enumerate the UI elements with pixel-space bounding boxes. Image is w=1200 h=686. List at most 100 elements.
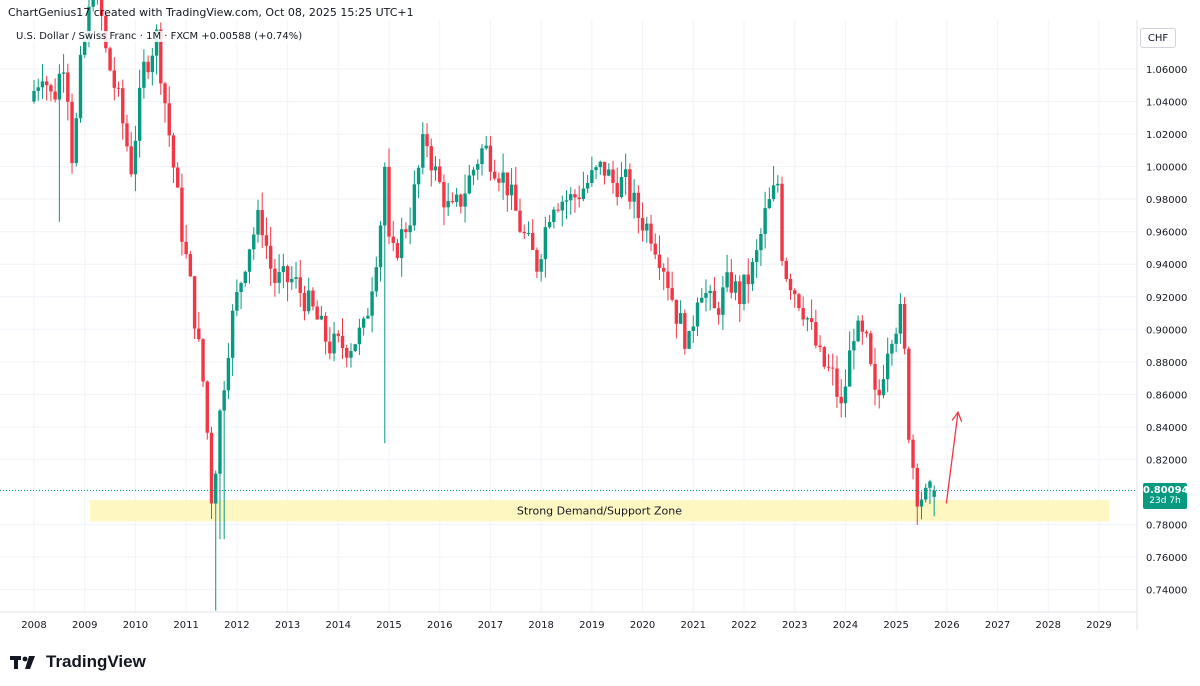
candle-up — [239, 283, 243, 292]
candle-down — [640, 217, 645, 231]
candle-up — [607, 169, 611, 176]
y-tick-label: 0.98000 — [1146, 195, 1187, 206]
candle-up — [547, 222, 552, 228]
candle-up — [399, 229, 404, 259]
candle-up — [235, 291, 239, 311]
candle-down — [615, 182, 619, 198]
candle-up — [623, 169, 628, 178]
candle-up — [133, 140, 138, 175]
candle-down — [657, 254, 662, 268]
x-tick-label: 2017 — [478, 620, 503, 631]
candle-up — [214, 473, 218, 504]
candle-up — [307, 290, 311, 312]
candle-up — [852, 341, 856, 351]
candle-up — [919, 499, 924, 507]
x-tick-label: 2018 — [528, 620, 553, 631]
candle-down — [746, 274, 750, 285]
candle-up — [560, 201, 564, 211]
candle-down — [442, 181, 446, 208]
candle-up — [708, 290, 712, 294]
candle-up — [759, 233, 763, 251]
candle-up — [881, 379, 886, 396]
y-tick-label: 1.00000 — [1146, 163, 1187, 174]
candle-up — [243, 271, 248, 284]
candle-up — [408, 225, 412, 233]
currency-button[interactable]: CHF — [1140, 28, 1176, 48]
candle-up — [476, 164, 480, 170]
current-price-value: 0.80094 — [1143, 485, 1189, 496]
candle-up — [78, 54, 83, 119]
candle-down — [116, 87, 121, 89]
candle-up — [281, 266, 286, 273]
candle-down — [311, 290, 315, 307]
candle-up — [36, 87, 40, 91]
time-axis: 2008 2009 2010 2011 2012 2013 2014 2015 2016 2017… — [0, 611, 1137, 631]
y-tick-label: 0.94000 — [1146, 260, 1187, 271]
candle-down — [488, 145, 493, 172]
y-tick-label: 1.04000 — [1146, 98, 1187, 109]
candle-down — [302, 292, 307, 312]
candle-down — [315, 306, 319, 320]
candle-down — [915, 467, 919, 507]
x-tick-label: 2010 — [123, 620, 148, 631]
candle-up — [632, 192, 636, 202]
candle-up — [32, 90, 36, 102]
y-tick-label: 0.84000 — [1146, 423, 1187, 434]
x-tick-label: 2012 — [224, 620, 249, 631]
arrow-head — [951, 410, 963, 422]
candle-down — [125, 123, 129, 147]
x-tick-label: 2026 — [934, 620, 959, 631]
candle-up — [581, 188, 586, 200]
x-tick-label: 2021 — [681, 620, 706, 631]
candle-up — [539, 259, 543, 272]
candle-up — [598, 161, 603, 168]
candle-up — [256, 210, 260, 235]
candle-up — [687, 330, 691, 349]
candle-up — [370, 291, 374, 316]
candle-down — [674, 299, 679, 324]
candle-up — [750, 262, 755, 285]
candle-up — [467, 175, 471, 194]
candle-up — [700, 297, 704, 303]
tradingview-logo[interactable]: TradingView — [10, 652, 146, 672]
candle-down — [387, 166, 391, 237]
candle-up — [471, 169, 476, 176]
candle-down — [738, 281, 742, 305]
candle-down — [209, 432, 214, 504]
symbol-legend[interactable]: U.S. Dollar / Swiss Franc · 1M · FXCM +0… — [14, 31, 305, 42]
candle-up — [294, 277, 298, 279]
candle-up — [932, 490, 936, 497]
candle-down — [264, 235, 269, 246]
up-arrow-annotation — [945, 410, 963, 504]
arrow-shaft — [945, 412, 959, 504]
candle-down — [602, 161, 607, 176]
x-tick-label: 2009 — [72, 620, 97, 631]
x-tick-label: 2029 — [1086, 620, 1111, 631]
candle-up — [252, 234, 256, 250]
x-tick-label: 2024 — [833, 620, 858, 631]
x-tick-label: 2014 — [326, 620, 351, 631]
x-tick-label: 2027 — [985, 620, 1010, 631]
candle-up — [412, 184, 417, 226]
y-tick-label: 1.02000 — [1146, 130, 1187, 141]
candle-up — [378, 225, 383, 268]
candle-up — [74, 118, 78, 164]
x-tick-label: 2015 — [376, 620, 401, 631]
candle-up — [484, 145, 488, 149]
candle-down — [121, 88, 125, 124]
candle-down — [44, 81, 49, 86]
y-tick-label: 0.96000 — [1146, 228, 1187, 239]
candle-up — [678, 313, 683, 324]
support-zone — [89, 500, 1110, 522]
candle-up — [847, 350, 852, 387]
x-tick-label: 2022 — [731, 620, 756, 631]
candle-up — [894, 333, 898, 344]
candle-down — [869, 333, 873, 364]
candle-up — [585, 182, 590, 189]
candle-down — [666, 271, 670, 289]
candle-down — [184, 241, 188, 255]
y-tick-label: 0.82000 — [1146, 455, 1187, 466]
candle-down — [49, 85, 53, 92]
candle-up — [898, 304, 903, 334]
